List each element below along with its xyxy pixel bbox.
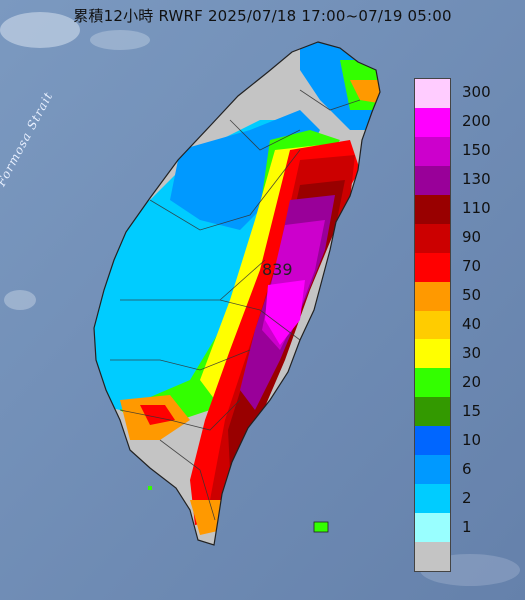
legend-label: 1 bbox=[462, 517, 472, 536]
legend-swatch bbox=[415, 165, 450, 195]
legend-label: 150 bbox=[462, 141, 491, 160]
legend-swatch bbox=[415, 107, 450, 137]
legend-swatch bbox=[415, 136, 450, 166]
legend-label: 130 bbox=[462, 170, 491, 189]
legend-label: 50 bbox=[462, 286, 482, 305]
legend-swatch bbox=[415, 397, 450, 427]
legend-label: 30 bbox=[462, 343, 482, 362]
legend-label: 10 bbox=[462, 430, 482, 449]
legend-label: 6 bbox=[462, 459, 472, 478]
legend-swatch bbox=[415, 368, 450, 398]
legend-swatch bbox=[415, 310, 450, 340]
legend-label: 110 bbox=[462, 199, 491, 218]
legend-label: 20 bbox=[462, 372, 482, 391]
legend-swatch bbox=[415, 79, 450, 108]
legend-swatch bbox=[415, 194, 450, 224]
legend-swatch bbox=[415, 252, 450, 282]
color-legend bbox=[414, 78, 451, 572]
legend-label: 15 bbox=[462, 401, 482, 420]
legend-label: 70 bbox=[462, 257, 482, 276]
legend-label: 300 bbox=[462, 83, 491, 102]
legend-label: 40 bbox=[462, 315, 482, 333]
legend-swatch bbox=[415, 542, 450, 571]
legend-swatch bbox=[415, 223, 450, 253]
legend-label: 90 bbox=[462, 228, 482, 247]
map-title: 累積12小時 RWRF 2025/07/18 17:00~07/19 05:00 bbox=[73, 7, 452, 25]
peak-value-label: 839 bbox=[262, 260, 293, 279]
legend-swatch bbox=[415, 426, 450, 456]
legend-swatch bbox=[415, 455, 450, 485]
legend-label: 200 bbox=[462, 112, 491, 131]
legend-swatch bbox=[415, 281, 450, 311]
legend-swatch bbox=[415, 339, 450, 369]
legend-swatch bbox=[415, 513, 450, 542]
legend-label: 2 bbox=[462, 488, 472, 507]
legend-swatch bbox=[415, 484, 450, 514]
